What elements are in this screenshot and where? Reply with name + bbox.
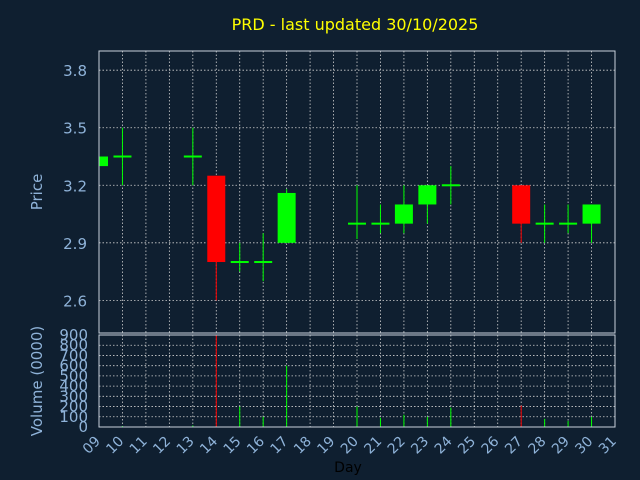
x-tick-label: 09 (80, 434, 104, 458)
volume-y-tick-label: 200 (59, 398, 88, 416)
price-y-ticks: 2.6 2.9 3.2 3.5 3.8 (63, 62, 87, 310)
price-y-tick-label: 2.6 (63, 292, 87, 310)
volume-y-tick-label: 800 (59, 336, 88, 354)
price-y-tick-label: 3.2 (63, 177, 87, 195)
x-tick-label: 24 (432, 433, 456, 457)
x-tick-label: 30 (572, 434, 596, 458)
price-candles (98, 127, 601, 301)
x-tick-label: 25 (455, 434, 479, 458)
x-axis-label: Day (334, 460, 362, 476)
candle-body (512, 185, 531, 224)
candle-body (371, 222, 390, 225)
candle-body (535, 222, 554, 225)
price-panel-frame (98, 50, 616, 334)
volume-y-tick-label: 300 (59, 387, 88, 405)
candle-body (113, 155, 132, 158)
volume-panel-frame (98, 334, 616, 428)
candle-body (559, 222, 578, 225)
x-tick-label: 28 (526, 434, 550, 458)
x-tick-label: 26 (479, 433, 503, 457)
volume-y-tick-label: 400 (59, 377, 88, 395)
x-tick-label: 20 (338, 434, 362, 458)
x-tick-label: 16 (244, 433, 268, 457)
candle-body (277, 192, 296, 243)
candle-body (418, 185, 437, 205)
x-ticks: 09 10 11 12 13 14 15 16 17 18 19 20 21 22 23 24 25 26 27 28… (80, 433, 620, 457)
candle-body (207, 175, 226, 263)
candle-body (254, 261, 273, 264)
x-tick-label: 29 (549, 434, 573, 458)
volume-y-tick-label: 700 (59, 346, 88, 364)
x-tick-label: 23 (408, 434, 432, 458)
candle-body (394, 204, 413, 224)
candle-body (348, 222, 366, 225)
x-tick-label: 11 (127, 434, 151, 458)
volume-y-tick-label: 0 (78, 418, 88, 436)
x-tick-label: 10 (103, 434, 127, 458)
x-tick-label: 14 (197, 433, 221, 457)
x-tick-label: 13 (174, 434, 198, 458)
volume-y-tick-label: 900 (59, 326, 88, 344)
volume-axis-label: Volume (0000) (28, 326, 46, 436)
x-tick-label: 12 (150, 434, 174, 458)
candle-body (441, 184, 460, 187)
candle-body (183, 155, 202, 158)
candle-body (230, 261, 249, 264)
x-tick-label: 15 (221, 434, 245, 458)
volume-bars (98, 335, 593, 427)
volume-y-tick-label: 600 (59, 357, 88, 375)
x-tick-label: 17 (268, 434, 292, 458)
x-tick-label: 18 (291, 434, 315, 458)
chart-title: PRD - last updated 30/10/2025 (232, 15, 479, 34)
candle-body (99, 156, 108, 167)
x-tick-label: 27 (502, 434, 526, 458)
candle-body (582, 204, 601, 224)
x-tick-label: 19 (314, 434, 338, 458)
price-y-tick-label: 3.5 (63, 120, 87, 138)
volume-y-tick-label: 100 (59, 408, 88, 426)
price-axis-label: Price (28, 174, 46, 211)
volume-y-tick-label: 500 (59, 367, 88, 385)
x-tick-label: 31 (596, 434, 620, 458)
price-y-tick-label: 2.9 (63, 235, 87, 253)
price-y-tick-label: 3.8 (63, 62, 87, 80)
x-tick-label: 21 (361, 434, 385, 458)
x-tick-label: 22 (385, 434, 409, 458)
